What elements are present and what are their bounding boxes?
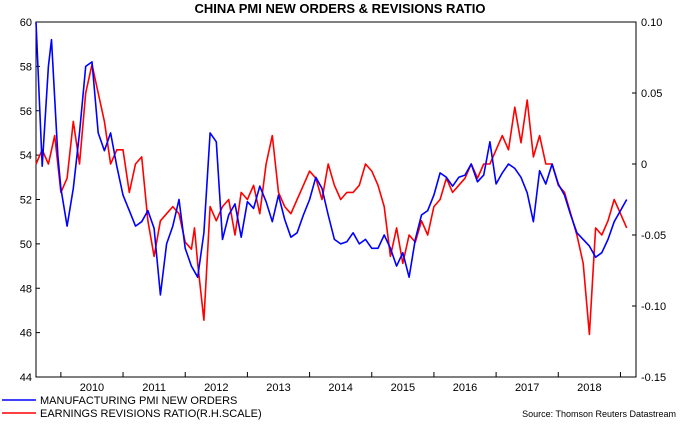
x-axis: 2010 2011 2012 2013 2014 2015 2016 2017 2018 bbox=[60, 372, 621, 394]
x-tick-label: 2013 bbox=[266, 382, 290, 394]
left-tick-label: 54 bbox=[20, 150, 32, 162]
legend-label-revisions: EARNINGS REVISIONS RATIO(R.H.SCALE) bbox=[40, 408, 262, 420]
left-axis: 44 46 48 50 52 54 56 58 60 bbox=[20, 17, 40, 384]
x-tick-label: 2017 bbox=[515, 382, 539, 394]
legend: MANUFACTURING PMI NEW ORDERS EARNINGS RE… bbox=[2, 395, 262, 420]
x-tick-label: 2016 bbox=[453, 382, 477, 394]
chart-title: CHINA PMI NEW ORDERS & REVISIONS RATIO bbox=[194, 1, 485, 16]
plot-frame bbox=[35, 21, 637, 378]
left-tick-label: 46 bbox=[20, 328, 32, 340]
x-tick-label: 2018 bbox=[577, 382, 601, 394]
right-tick-label: 0.05 bbox=[641, 88, 662, 100]
left-tick-label: 48 bbox=[20, 283, 32, 295]
left-tick-label: 52 bbox=[20, 195, 32, 207]
right-tick-label: -0.05 bbox=[641, 230, 666, 242]
series-layer bbox=[35, 21, 628, 336]
x-tick-label: 2011 bbox=[142, 382, 166, 394]
source-note: Source: Thomson Reuters Datastream bbox=[522, 409, 676, 419]
right-tick-label: 0.10 bbox=[641, 17, 662, 29]
right-tick-label: 0 bbox=[641, 159, 647, 171]
left-tick-label: 44 bbox=[20, 372, 32, 384]
left-tick-label: 58 bbox=[20, 61, 32, 73]
right-tick-label: -0.10 bbox=[641, 301, 666, 313]
x-tick-label: 2015 bbox=[391, 382, 415, 394]
x-tick-label: 2010 bbox=[80, 382, 104, 394]
left-tick-label: 60 bbox=[20, 17, 32, 29]
x-tick-label: 2012 bbox=[204, 382, 228, 394]
right-tick-label: -0.15 bbox=[641, 372, 666, 384]
x-tick-label: 2014 bbox=[328, 382, 352, 394]
right-axis: -0.15 -0.10 -0.05 0 0.05 0.10 bbox=[632, 17, 666, 384]
revisions-ratio-line bbox=[35, 63, 628, 336]
legend-label-pmi: MANUFACTURING PMI NEW ORDERS bbox=[40, 395, 237, 407]
left-tick-label: 50 bbox=[20, 239, 32, 251]
pmi-new-orders-line bbox=[35, 21, 628, 296]
left-tick-label: 56 bbox=[20, 106, 32, 118]
